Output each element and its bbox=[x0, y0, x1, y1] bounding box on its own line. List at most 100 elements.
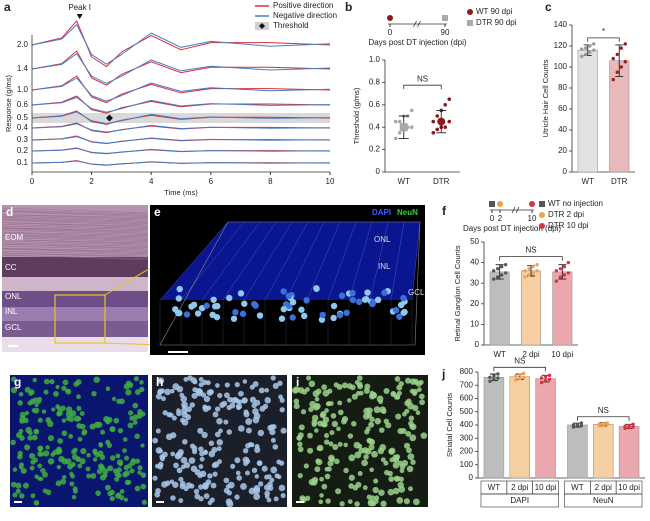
data-point bbox=[631, 422, 635, 427]
fiber bbox=[1, 222, 149, 228]
cell bbox=[37, 463, 43, 469]
trace bbox=[31, 123, 331, 133]
x-tick-label: 10 dpi bbox=[535, 483, 557, 492]
cell bbox=[77, 436, 83, 442]
cell bbox=[353, 441, 361, 449]
cell bbox=[45, 417, 52, 423]
cell bbox=[357, 470, 363, 476]
cell bbox=[140, 472, 147, 478]
cell bbox=[245, 458, 251, 465]
threshold-marker bbox=[105, 114, 113, 122]
cell bbox=[254, 446, 261, 454]
cell bbox=[381, 408, 387, 414]
cell-sphere bbox=[330, 302, 338, 310]
cell-sphere bbox=[369, 300, 376, 308]
fiber bbox=[1, 229, 149, 235]
cell bbox=[418, 393, 425, 400]
bar bbox=[509, 376, 530, 479]
legend-label: DTR 2 dpi bbox=[548, 210, 584, 219]
cell-sphere bbox=[381, 289, 388, 296]
cell bbox=[297, 446, 304, 453]
y-axis-title: Response (g/ms) bbox=[4, 74, 13, 132]
data-point bbox=[492, 374, 496, 378]
cell bbox=[98, 443, 104, 448]
y-tick-label: 0.1 bbox=[17, 158, 29, 167]
cell bbox=[73, 415, 81, 422]
cell bbox=[369, 416, 375, 423]
cell bbox=[337, 409, 344, 416]
panel-letter: d bbox=[6, 205, 13, 219]
fiber bbox=[1, 227, 149, 233]
cell bbox=[183, 462, 191, 469]
cell bbox=[164, 388, 171, 396]
y-tick-label: 0.3 bbox=[17, 135, 29, 144]
data-point bbox=[514, 378, 518, 382]
cell bbox=[347, 499, 353, 504]
cell bbox=[134, 485, 141, 492]
cell bbox=[348, 454, 356, 462]
cell bbox=[259, 405, 266, 412]
cell bbox=[100, 429, 106, 435]
y-tick-label: 200 bbox=[460, 447, 474, 456]
cell bbox=[392, 462, 400, 469]
cell bbox=[201, 431, 208, 439]
cell bbox=[197, 427, 204, 434]
fiber bbox=[1, 255, 149, 259]
tissue-layer bbox=[2, 257, 148, 277]
cell bbox=[387, 488, 395, 496]
cell bbox=[157, 377, 165, 385]
cell bbox=[367, 499, 375, 507]
cell bbox=[152, 437, 158, 444]
cell bbox=[47, 458, 55, 465]
cell bbox=[321, 384, 328, 391]
cell bbox=[314, 428, 319, 433]
cell bbox=[19, 493, 25, 499]
scale-bar bbox=[296, 501, 304, 503]
fiber bbox=[1, 217, 149, 222]
cell bbox=[307, 447, 314, 454]
marker bbox=[539, 201, 545, 207]
cell bbox=[129, 468, 135, 474]
cell bbox=[61, 385, 67, 391]
tissue-layer bbox=[2, 307, 148, 321]
cell-sphere bbox=[214, 302, 221, 310]
cell bbox=[371, 450, 378, 458]
cell bbox=[30, 459, 36, 465]
cell bbox=[170, 495, 176, 501]
cell bbox=[303, 463, 309, 469]
fiber bbox=[1, 222, 149, 227]
x-tick-label: DTR bbox=[433, 177, 450, 186]
cell bbox=[362, 485, 368, 491]
data-point bbox=[488, 379, 492, 383]
legend-label: Threshold bbox=[273, 21, 309, 30]
cell bbox=[42, 488, 48, 494]
cell-sphere bbox=[400, 294, 407, 302]
panel-letter: e bbox=[154, 205, 161, 219]
data-point bbox=[558, 267, 563, 271]
cell bbox=[134, 458, 141, 464]
fiber bbox=[1, 245, 149, 251]
cell bbox=[128, 410, 134, 416]
cell bbox=[324, 473, 331, 480]
trace bbox=[31, 111, 331, 125]
cell bbox=[85, 466, 91, 472]
legend-label: DTR 10 dpi bbox=[548, 221, 589, 230]
y-tick-label: 0.4 bbox=[369, 122, 381, 131]
cell bbox=[347, 433, 354, 439]
cell bbox=[271, 424, 277, 430]
cell bbox=[363, 387, 370, 394]
data-point bbox=[579, 423, 584, 428]
layer-label: CC bbox=[5, 263, 17, 272]
cell bbox=[28, 430, 33, 436]
cell bbox=[140, 443, 145, 448]
grid-3d bbox=[306, 221, 341, 301]
channel-label: NeuN bbox=[397, 208, 418, 217]
cell bbox=[189, 402, 196, 408]
cell bbox=[15, 482, 22, 489]
legend-label: Negative direction bbox=[273, 11, 337, 20]
scale-bar bbox=[8, 345, 18, 347]
cell bbox=[234, 494, 240, 500]
cell bbox=[10, 481, 17, 488]
cell bbox=[24, 410, 30, 416]
data-point bbox=[491, 269, 496, 273]
